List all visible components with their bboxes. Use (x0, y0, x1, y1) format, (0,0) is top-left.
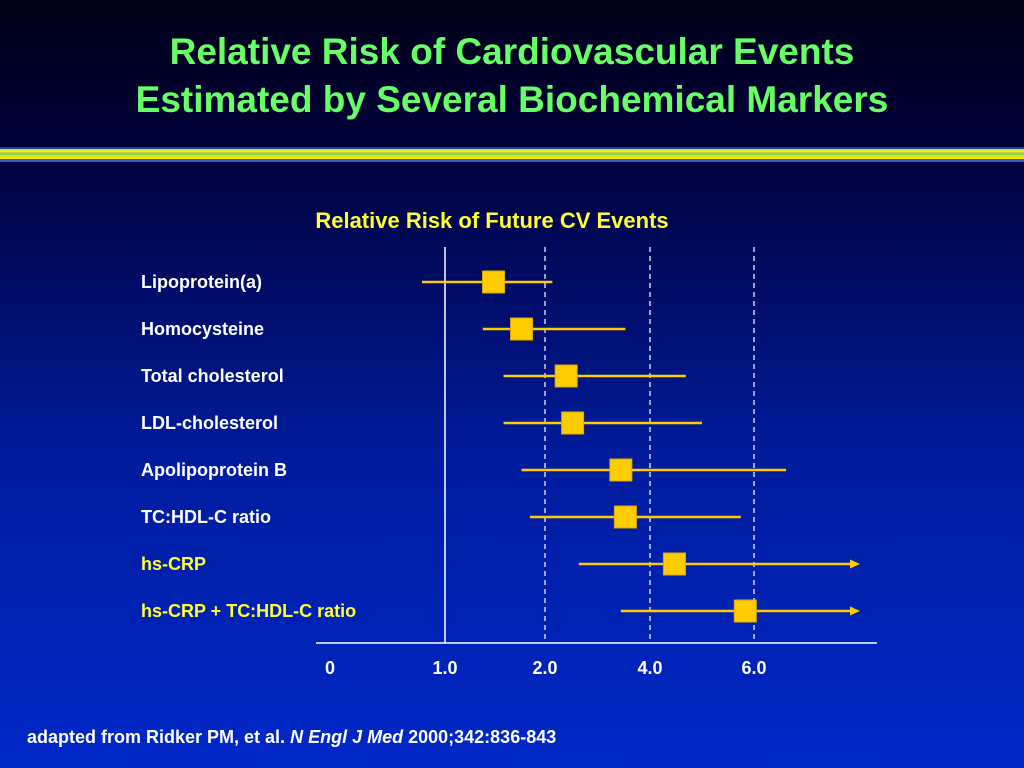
point-estimate-marker (510, 317, 534, 341)
point-estimate-marker (482, 270, 506, 294)
point-estimate-marker (733, 599, 757, 623)
point-estimate-marker (554, 364, 578, 388)
source-footnote: adapted from Ridker PM, et al. N Engl J … (27, 725, 556, 749)
x-tick-label: 4.0 (637, 658, 662, 678)
ci-arrowhead (850, 606, 860, 616)
row-label: hs-CRP (141, 554, 206, 574)
forest-row: LDL-cholesterol (141, 411, 703, 435)
forest-row: Lipoprotein(a) (141, 270, 553, 294)
row-label: Lipoprotein(a) (141, 272, 262, 292)
point-estimate-marker (609, 458, 633, 482)
ci-arrowhead (850, 559, 860, 569)
footnote-prefix: adapted from Ridker PM, et al. (27, 727, 286, 747)
x-tick-label: 1.0 (432, 658, 457, 678)
x-tick-label: 0 (325, 658, 335, 678)
forest-row: Homocysteine (141, 317, 626, 341)
slide-title-line-2: Estimated by Several Biochemical Markers (135, 79, 889, 120)
x-tick-label: 2.0 (532, 658, 557, 678)
row-label: Apolipoprotein B (141, 460, 287, 480)
forest-row: hs-CRP (141, 552, 860, 576)
forest-row: hs-CRP + TC:HDL-C ratio (141, 599, 860, 623)
row-label: hs-CRP + TC:HDL-C ratio (141, 601, 356, 621)
row-label: LDL-cholesterol (141, 413, 278, 433)
point-estimate-marker (561, 411, 585, 435)
row-label: TC:HDL-C ratio (141, 507, 271, 527)
point-estimate-marker (662, 552, 686, 576)
footnote-citation: 2000;342:836-843 (408, 727, 557, 747)
slide-title: Relative Risk of Cardiovascular Events E… (0, 28, 1024, 124)
chart-title: Relative Risk of Future CV Events (315, 208, 668, 233)
row-label: Total cholesterol (141, 366, 284, 386)
forest-row: Total cholesterol (141, 364, 686, 388)
title-divider-stripe (0, 147, 1024, 162)
footnote-journal: N Engl J Med (290, 727, 404, 747)
slide-title-line-1: Relative Risk of Cardiovascular Events (169, 31, 855, 72)
point-estimate-marker (613, 505, 637, 529)
row-label: Homocysteine (141, 319, 264, 339)
x-tick-label: 6.0 (741, 658, 766, 678)
forest-row: Apolipoprotein B (141, 458, 787, 482)
forest-row: TC:HDL-C ratio (141, 505, 741, 529)
